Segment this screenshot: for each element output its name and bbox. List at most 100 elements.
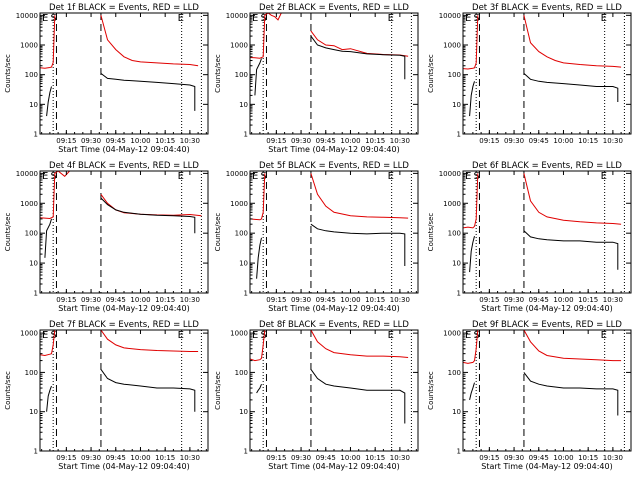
x-tick-label: 10:15 (578, 137, 598, 145)
events-series-line (46, 385, 52, 412)
corner-label-s: S (50, 171, 56, 182)
y-tick-label: 1 (457, 131, 461, 139)
panel-title: Det 6f BLACK = Events, RED = LLD (472, 161, 622, 171)
lld-series-line (463, 330, 479, 364)
y-tick-label: 1 (244, 131, 248, 139)
x-tick-label: 10:00 (130, 137, 150, 145)
panel-title: Det 7f BLACK = Events, RED = LLD (49, 320, 199, 330)
corner-label-e-right: E (388, 13, 394, 24)
y-tick-label: 1 (34, 131, 38, 139)
x-tick-label: 10:30 (390, 454, 410, 462)
events-series-line (254, 58, 262, 96)
events-series-line (469, 235, 475, 273)
events-series-line (100, 73, 196, 111)
x-tick-label: 10:15 (365, 137, 385, 145)
x-tick-label: 09:30 (81, 454, 101, 462)
plot-frame (462, 170, 632, 294)
events-series-line (44, 218, 52, 258)
corner-label-e-right: E (178, 171, 184, 182)
x-axis-label: Start Time (04-May-12 09:04:40) (481, 462, 612, 471)
x-tick-label: 10:15 (578, 296, 598, 304)
x-axis-label: Start Time (04-May-12 09:04:40) (481, 304, 612, 313)
x-tick-label: 10:00 (553, 296, 573, 304)
x-tick-label: 10:00 (340, 137, 360, 145)
events-series-line (523, 372, 619, 416)
corner-label-e-right: E (601, 13, 607, 24)
x-tick-label: 10:15 (365, 454, 385, 462)
x-axis-label: Start Time (04-May-12 09:04:40) (58, 145, 189, 154)
y-tick-label: 10 (29, 408, 38, 416)
x-tick-label: 09:30 (504, 296, 524, 304)
x-tick-label: 10:15 (578, 454, 598, 462)
x-tick-label: 09:45 (106, 296, 126, 304)
x-tick-label: 09:15 (479, 454, 499, 462)
x-tick-label: 09:45 (529, 454, 549, 462)
x-tick-label: 10:00 (553, 454, 573, 462)
y-tick-label: 10 (452, 101, 461, 109)
corner-label-e-left: E (42, 171, 48, 182)
lld-series-line (100, 330, 199, 352)
x-tick-label: 09:45 (529, 296, 549, 304)
y-tick-label: 10000 (16, 12, 38, 20)
x-axis-label: Start Time (04-May-12 09:04:40) (268, 462, 399, 471)
panel-title: Det 8f BLACK = Events, RED = LLD (259, 320, 409, 330)
x-tick-label: 10:15 (365, 296, 385, 304)
y-tick-label: 10 (452, 260, 461, 268)
x-axis-label: Start Time (04-May-12 09:04:40) (58, 462, 189, 471)
y-tick-label: 10 (29, 101, 38, 109)
y-tick-label: 10 (239, 101, 248, 109)
corner-label-s: S (50, 330, 56, 341)
y-tick-label: 1000 (20, 330, 38, 338)
x-tick-label: 09:45 (106, 454, 126, 462)
corner-label-s: S (260, 171, 266, 182)
x-axis-label: Start Time (04-May-12 09:04:40) (268, 145, 399, 154)
x-axis-label: Start Time (04-May-12 09:04:40) (268, 304, 399, 313)
lld-series-line (40, 15, 56, 69)
corner-label-e-right: E (601, 171, 607, 182)
events-series-line (469, 81, 475, 117)
corner-label-e-left: E (42, 330, 48, 341)
x-tick-label: 09:15 (266, 137, 286, 145)
x-tick-label: 09:15 (56, 137, 76, 145)
y-axis-label: Counts/sec (4, 54, 12, 93)
lld-series-line (523, 173, 622, 225)
y-axis-label: Counts/sec (427, 371, 435, 410)
x-tick-label: 10:15 (155, 296, 175, 304)
x-tick-label: 09:45 (106, 137, 126, 145)
corner-label-e-right: E (388, 330, 394, 341)
x-tick-label: 09:15 (56, 454, 76, 462)
y-axis-label: Counts/sec (214, 213, 222, 252)
lld-series-line (40, 330, 56, 357)
x-tick-label: 10:30 (603, 454, 623, 462)
x-tick-label: 09:45 (316, 454, 336, 462)
x-tick-label: 10:00 (553, 137, 573, 145)
y-tick-label: 100 (25, 230, 38, 238)
events-series-line (310, 369, 406, 424)
y-tick-label: 10 (452, 408, 461, 416)
events-series-line (310, 223, 406, 266)
x-tick-label: 09:15 (479, 137, 499, 145)
corner-label-e-left: E (465, 171, 471, 182)
panel-title: Det 3f BLACK = Events, RED = LLD (472, 3, 622, 13)
panel-title: Det 1f BLACK = Events, RED = LLD (49, 3, 199, 13)
x-tick-label: 09:30 (504, 454, 524, 462)
panel-title: Det 5f BLACK = Events, RED = LLD (259, 161, 409, 171)
events-series-line (469, 382, 475, 401)
panel-title: Det 9f BLACK = Events, RED = LLD (472, 320, 622, 330)
y-tick-label: 100 (448, 71, 461, 79)
y-tick-label: 10000 (439, 12, 461, 20)
corner-label-e-left: E (252, 171, 258, 182)
x-tick-label: 10:30 (603, 137, 623, 145)
corner-label-e-right: E (388, 171, 394, 182)
x-tick-label: 10:30 (180, 137, 200, 145)
panel-title: Det 2f BLACK = Events, RED = LLD (259, 3, 409, 13)
corner-label-s: S (473, 330, 479, 341)
x-tick-label: 09:45 (529, 137, 549, 145)
corner-label-s: S (473, 171, 479, 182)
lld-series-line (523, 15, 622, 68)
corner-label-e-left: E (465, 330, 471, 341)
